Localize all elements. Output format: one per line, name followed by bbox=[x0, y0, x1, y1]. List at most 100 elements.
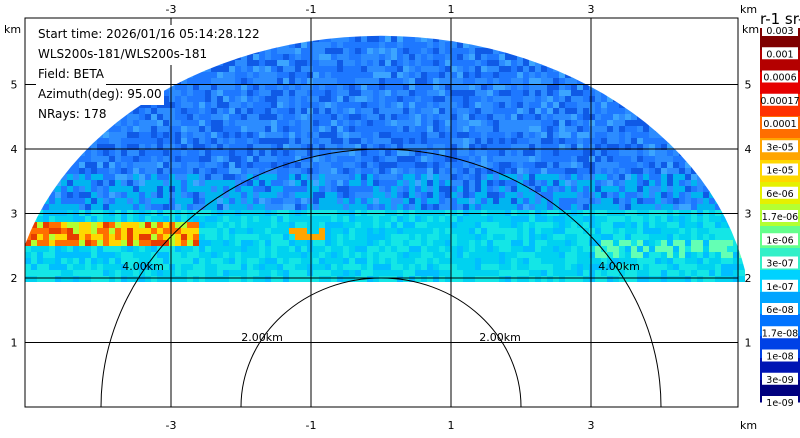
data-cell bbox=[271, 114, 277, 120]
data-cell bbox=[343, 96, 349, 102]
data-cell bbox=[493, 42, 499, 48]
data-cell bbox=[325, 96, 331, 102]
data-cell bbox=[121, 120, 127, 126]
data-cell bbox=[547, 156, 553, 162]
data-cell bbox=[667, 60, 673, 66]
data-cell bbox=[565, 216, 571, 222]
data-cell bbox=[187, 264, 193, 270]
data-cell bbox=[391, 18, 397, 24]
data-cell bbox=[595, 144, 601, 150]
data-cell bbox=[631, 144, 637, 150]
data-cell bbox=[697, 228, 703, 234]
data-cell bbox=[325, 48, 331, 54]
data-cell bbox=[157, 18, 163, 24]
data-cell bbox=[253, 132, 259, 138]
data-cell bbox=[445, 204, 451, 210]
data-cell bbox=[415, 186, 421, 192]
data-cell bbox=[349, 234, 355, 240]
data-cell bbox=[493, 258, 499, 264]
data-cell bbox=[337, 234, 343, 240]
data-cell bbox=[247, 108, 253, 114]
data-cell bbox=[691, 114, 697, 120]
data-cell bbox=[247, 234, 253, 240]
data-cell bbox=[643, 156, 649, 162]
data-cell bbox=[403, 264, 409, 270]
data-cell bbox=[115, 132, 121, 138]
data-cell bbox=[187, 18, 193, 24]
data-cell bbox=[361, 168, 367, 174]
data-cell bbox=[427, 42, 433, 48]
data-cell bbox=[415, 108, 421, 114]
data-cell bbox=[325, 54, 331, 60]
data-cell bbox=[319, 204, 325, 210]
data-cell bbox=[709, 102, 715, 108]
data-cell bbox=[655, 78, 661, 84]
data-cell bbox=[289, 234, 295, 240]
data-cell bbox=[403, 258, 409, 264]
data-cell bbox=[109, 222, 115, 228]
data-cell bbox=[685, 168, 691, 174]
data-cell bbox=[595, 108, 601, 114]
data-cell bbox=[253, 174, 259, 180]
data-cell bbox=[103, 264, 109, 270]
data-cell bbox=[457, 246, 463, 252]
data-cell bbox=[127, 198, 133, 204]
data-cell bbox=[721, 108, 727, 114]
data-cell bbox=[517, 90, 523, 96]
data-cell bbox=[445, 228, 451, 234]
data-cell bbox=[691, 90, 697, 96]
data-cell bbox=[103, 258, 109, 264]
data-cell bbox=[667, 108, 673, 114]
data-cell bbox=[139, 246, 145, 252]
data-cell bbox=[361, 150, 367, 156]
data-cell bbox=[325, 35, 331, 36]
data-cell bbox=[697, 78, 703, 84]
data-cell bbox=[535, 252, 541, 258]
data-cell bbox=[559, 84, 565, 90]
data-cell bbox=[49, 240, 55, 246]
data-cell bbox=[145, 18, 151, 24]
data-cell bbox=[649, 48, 655, 54]
data-cell bbox=[241, 102, 247, 108]
data-cell bbox=[187, 240, 193, 246]
data-cell bbox=[415, 90, 421, 96]
data-cell bbox=[397, 144, 403, 150]
data-cell bbox=[685, 78, 691, 84]
data-cell bbox=[199, 168, 205, 174]
data-cell bbox=[649, 246, 655, 252]
data-cell bbox=[643, 60, 649, 66]
data-cell bbox=[439, 138, 445, 144]
data-cell bbox=[493, 216, 499, 222]
data-cell bbox=[403, 42, 409, 48]
data-cell bbox=[55, 258, 61, 264]
data-cell bbox=[307, 132, 313, 138]
data-cell bbox=[505, 186, 511, 192]
data-cell bbox=[427, 246, 433, 252]
data-cell bbox=[379, 90, 385, 96]
data-cell bbox=[613, 48, 619, 54]
data-cell bbox=[271, 48, 277, 54]
data-cell bbox=[571, 84, 577, 90]
data-cell bbox=[673, 54, 679, 60]
data-cell bbox=[289, 18, 295, 24]
data-cell bbox=[403, 192, 409, 198]
data-cell bbox=[259, 168, 265, 174]
data-cell bbox=[325, 252, 331, 258]
data-cell bbox=[379, 96, 385, 102]
data-cell bbox=[643, 126, 649, 132]
data-cell bbox=[421, 90, 427, 96]
data-cell bbox=[439, 234, 445, 240]
data-cell bbox=[595, 48, 601, 54]
data-cell bbox=[211, 180, 217, 186]
data-cell bbox=[145, 114, 151, 120]
data-cell bbox=[667, 228, 673, 234]
data-cell bbox=[223, 156, 229, 162]
data-cell bbox=[637, 192, 643, 198]
data-cell bbox=[589, 36, 595, 42]
data-cell bbox=[601, 138, 607, 144]
data-cell bbox=[529, 78, 535, 84]
data-cell bbox=[265, 84, 271, 90]
data-cell bbox=[457, 102, 463, 108]
data-cell bbox=[337, 42, 343, 48]
data-cell bbox=[25, 168, 31, 174]
